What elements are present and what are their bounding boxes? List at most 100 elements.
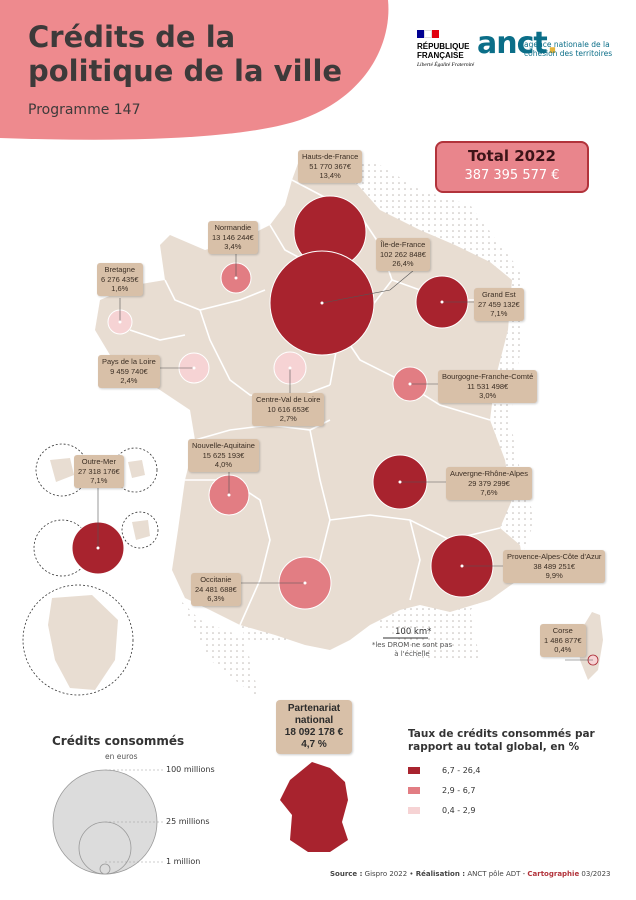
label-ile-de-france: Île-de-France 102 262 848€ 26,4% — [376, 238, 430, 271]
region-amount: 15 625 193€ — [202, 450, 245, 460]
region-amount: 11 531 498€ — [467, 381, 509, 391]
cartographie-value: 03/2023 — [581, 870, 611, 878]
region-name: Île-de-France — [380, 240, 426, 249]
header-banner — [0, 0, 389, 140]
page-title: Crédits de la politique de la ville — [28, 20, 343, 88]
page-subtitle: Programme 147 — [28, 102, 141, 118]
color-legend-title: Taux de crédits consommés par rapport au… — [408, 728, 595, 753]
legend-label-high: 6,7 - 26,4 — [442, 765, 481, 775]
region-pct: 7,1% — [90, 476, 108, 485]
region-pct: 2,7% — [279, 414, 297, 423]
rf-name: RÉPUBLIQUE FRANÇAISE — [417, 42, 470, 60]
realisation-value: ANCT pôle ADT - — [467, 870, 526, 878]
region-pct: 9,9% — [545, 571, 563, 580]
region-amount: 10 616 653€ — [267, 404, 310, 414]
region-pct: 1,6% — [111, 284, 129, 293]
region-amount: 27 459 132€ — [478, 299, 520, 309]
rf-motto: Liberté Égalité Fraternité — [417, 62, 475, 68]
label-occitanie: Occitanie 24 481 688€ 6,3% — [191, 573, 241, 606]
region-amount: 38 489 251€ — [533, 561, 576, 571]
region-pct: 7,1% — [490, 309, 508, 318]
legend-label-mid: 2,9 - 6,7 — [442, 785, 476, 795]
partenariat-box: Partenariat national 18 092 178 € 4,7 % — [276, 700, 352, 754]
label-paca: Provence-Alpes-Côte d'Azur 38 489 251€ 9… — [503, 550, 606, 583]
republique-francaise-logo: RÉPUBLIQUE FRANÇAISE Liberté Égalité Fra… — [417, 30, 487, 68]
partenariat-pct: 4,7 % — [301, 739, 327, 750]
region-name: Auvergne-Rhône-Alpes — [450, 469, 528, 478]
label-bretagne: Bretagne 6 276 435€ 1,6% — [97, 263, 143, 296]
label-corse: Corse 1 486 877€ 0,4% — [540, 624, 586, 657]
region-amount: 102 262 848€ — [380, 249, 426, 259]
region-amount: 9 459 740€ — [110, 366, 148, 376]
region-name: Outre-Mer — [81, 457, 116, 466]
label-centre-val-de-loire: Centre-Val de Loire 10 616 653€ 2,7% — [252, 393, 325, 426]
region-name: Hauts-de-France — [302, 152, 359, 161]
size-legend-25m: 25 millions — [166, 817, 210, 826]
region-pct: 26,4% — [392, 259, 414, 268]
color-legend-high: 6,7 - 26,4 — [408, 764, 481, 776]
size-legend-unit: en euros — [105, 752, 138, 761]
label-outre-mer: Outre-Mer 27 318 176€ 7,1% — [74, 455, 124, 488]
label-auvergne-rhone-alpes: Auvergne-Rhône-Alpes 29 379 299€ 7,6% — [446, 467, 532, 500]
legend-swatch-high — [408, 766, 420, 774]
region-name: Centre-Val de Loire — [256, 395, 321, 404]
region-amount: 51 770 367€ — [309, 161, 351, 171]
region-pct: 2,4% — [120, 376, 138, 385]
total-label: Total 2022 — [468, 147, 556, 165]
total-value: 387 395 577 € — [464, 168, 560, 183]
region-name: Nouvelle-Aquitaine — [192, 441, 255, 450]
anct-logo-text: anct — [477, 26, 548, 61]
region-pct: 3,0% — [479, 391, 497, 400]
label-nouvelle-aquitaine: Nouvelle-Aquitaine 15 625 193€ 4,0% — [188, 439, 259, 472]
size-legend-100m: 100 millions — [166, 765, 215, 774]
region-pct: 0,4% — [554, 645, 572, 654]
source-value: Gispro 2022 — [364, 870, 408, 878]
partenariat-line2: national — [294, 715, 334, 726]
total-box: Total 2022 387 395 577 € — [435, 141, 589, 193]
region-name: Bourgogne-Franche-Comté — [442, 372, 534, 381]
drom-inset-4 — [121, 511, 159, 549]
color-legend-low: 0,4 - 2,9 — [408, 804, 475, 816]
region-name: Grand Est — [481, 290, 516, 299]
partenariat-amount: 18 092 178 € — [284, 727, 344, 738]
size-legend-1m: 1 million — [166, 857, 201, 866]
region-pct: 3,4% — [224, 242, 242, 251]
leader-lines — [97, 248, 593, 661]
region-pct: 7,6% — [480, 488, 498, 497]
label-bourgogne-franche-comte: Bourgogne-Franche-Comté 11 531 498€ 3,0% — [438, 370, 538, 403]
source-label: Source : — [330, 870, 363, 878]
drom-note: *les DROM ne sont pas à l'échelle — [371, 641, 453, 658]
region-pct: 6,3% — [207, 594, 225, 603]
color-legend-mid: 2,9 - 6,7 — [408, 784, 475, 796]
region-amount: 13 146 244€ — [212, 232, 254, 242]
scale-label: 100 km* — [395, 627, 432, 637]
realisation-label: Réalisation : — [415, 870, 466, 878]
region-amount: 6 276 435€ — [101, 274, 139, 284]
region-amount: 1 486 877€ — [544, 635, 582, 645]
partenariat-line1: Partenariat — [287, 703, 341, 714]
region-amount: 24 481 688€ — [195, 584, 237, 594]
label-normandie: Normandie 13 146 244€ 3,4% — [208, 221, 258, 254]
legend-swatch-mid — [408, 786, 420, 794]
partenariat-france-shape — [280, 762, 348, 852]
region-name: Pays de la Loire — [102, 357, 156, 366]
region-name: Provence-Alpes-Côte d'Azur — [507, 552, 602, 561]
anct-logo: anct. — [477, 26, 558, 61]
legend-swatch-low — [408, 806, 420, 814]
drom-inset-guyane — [22, 584, 134, 696]
label-pays-de-la-loire: Pays de la Loire 9 459 740€ 2,4% — [98, 355, 160, 388]
french-flag-icon — [417, 30, 440, 38]
legend-label-low: 0,4 - 2,9 — [442, 805, 476, 815]
region-pct: 4,0% — [214, 460, 233, 469]
size-legend-title: Crédits consommés — [52, 734, 185, 748]
anct-full-name: agence nationale de la cohésion des terr… — [524, 40, 613, 58]
source-line: Source : Gispro 2022 • Réalisation : ANC… — [330, 870, 611, 878]
label-grand-est: Grand Est 27 459 132€ 7,1% — [474, 288, 524, 321]
region-name: Corse — [552, 626, 573, 635]
region-name: Occitanie — [200, 575, 232, 584]
region-amount: 27 318 176€ — [78, 466, 120, 476]
region-amount: 29 379 299€ — [468, 478, 510, 488]
label-hauts-de-france: Hauts-de-France 51 770 367€ 13,4% — [298, 150, 363, 183]
region-pct: 13,4% — [319, 171, 341, 180]
